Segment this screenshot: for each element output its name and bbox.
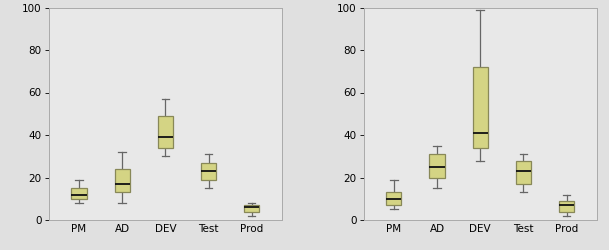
- Bar: [114, 169, 130, 192]
- Bar: [429, 154, 445, 178]
- Bar: [386, 192, 401, 205]
- Bar: [201, 162, 216, 180]
- Bar: [516, 160, 531, 184]
- Bar: [71, 188, 86, 199]
- Bar: [244, 205, 259, 212]
- Bar: [559, 201, 574, 211]
- Bar: [158, 116, 173, 148]
- Bar: [473, 67, 488, 148]
